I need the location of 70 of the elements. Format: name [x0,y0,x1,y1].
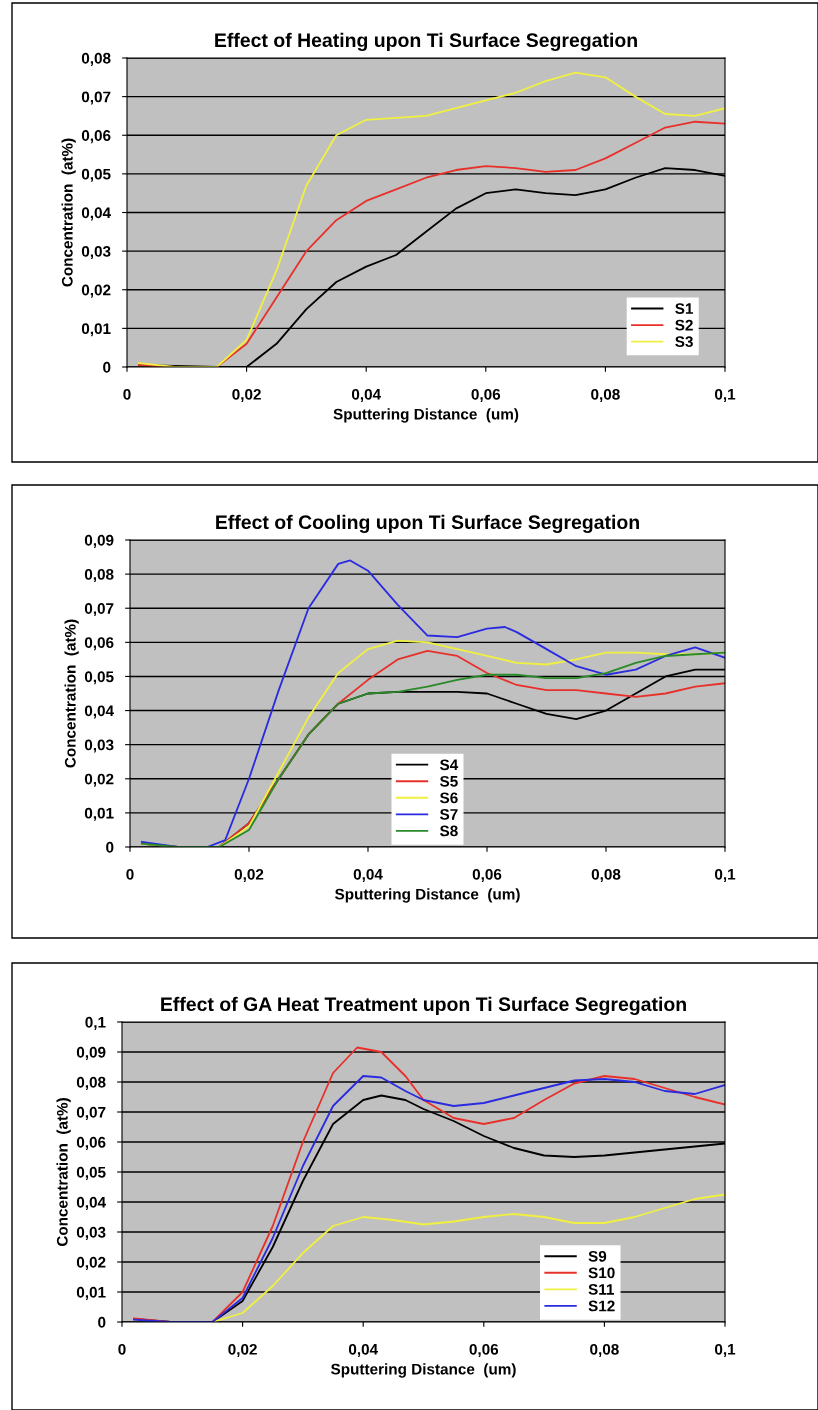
legend-label: S4 [439,759,459,771]
y-axis-title: Concentration (at%) [56,1098,71,1247]
legend-label: S9 [588,1250,607,1262]
y-tick-label: 0,09 [76,1046,106,1060]
y-tick-label: 0,05 [76,1166,106,1180]
x-tick-label: 0,1 [714,388,736,402]
legend-label: S10 [588,1267,615,1279]
x-tick-label: 0,04 [348,1343,378,1357]
y-tick-label: 0,08 [76,1076,106,1090]
y-tick-label: 0 [103,361,111,373]
y-tick-label: 0,03 [76,1226,106,1240]
x-tick-label: 0 [126,868,134,880]
legend-label: S6 [439,792,458,804]
legend-label: S5 [439,775,458,787]
legend-label: S11 [588,1283,614,1295]
y-tick-label: 0,04 [84,705,114,719]
x-tick-label: 0,02 [234,868,264,882]
x-tick-label: 0,06 [472,868,502,882]
y-tick-label: 0,01 [76,1286,106,1300]
y-tick-label: 0,06 [76,1136,106,1150]
y-tick-label: 0 [98,1316,106,1328]
x-tick-label: 0,02 [232,388,261,402]
x-tick-label: 0,04 [351,388,381,402]
y-axis-title: Concentration (at%) [64,619,79,768]
chart-title: Effect of Heating upon Ti Surface Segregation [215,32,637,52]
y-tick-label: 0,02 [81,284,111,298]
y-tick-label: 0,01 [84,807,114,821]
x-axis-title: Sputtering Distance (um) [333,408,519,423]
x-tick-label: 0 [118,1343,126,1355]
y-tick-label: 0,04 [76,1196,106,1210]
x-tick-label: 0,08 [591,868,621,882]
legend-label: S12 [588,1300,615,1312]
legend-label: S3 [675,336,693,348]
y-tick-label: 0,06 [84,637,114,651]
chart-title: Effect of GA Heat Treatment upon Ti Surface Segregation [161,996,686,1016]
chart-title: Effect of Cooling upon Ti Surface Segregation [216,514,639,534]
x-tick-label: 0,02 [228,1343,257,1357]
x-axis-title: Sputtering Distance (um) [331,1363,516,1378]
legend-label: S7 [439,808,458,820]
x-tick-label: 0,06 [469,1343,499,1357]
y-tick-label: 0,09 [84,534,114,548]
y-axis-title: Concentration (at%) [61,138,76,287]
x-tick-label: 0,08 [591,388,620,402]
y-tick-label: 0,07 [76,1106,106,1120]
y-tick-label: 0,01 [81,323,111,337]
y-tick-label: 0,06 [81,130,111,144]
x-tick-label: 0 [123,388,131,400]
x-tick-label: 0,04 [353,868,383,882]
y-tick-label: 0,1 [85,1016,106,1030]
x-tick-label: 0,1 [714,1343,736,1357]
y-tick-label: 0,05 [81,168,111,182]
x-tick-label: 0,1 [714,868,736,882]
y-tick-label: 0,07 [84,603,114,617]
legend-label: S2 [675,319,693,331]
legend-label: S8 [439,825,458,837]
y-tick-label: 0,07 [81,91,111,105]
line-series [140,559,725,847]
x-axis-title: Sputtering Distance (um) [335,888,520,903]
legend-label: S1 [675,303,694,314]
y-tick-label: 0,02 [76,1256,106,1270]
x-tick-label: 0,08 [590,1343,619,1357]
y-tick-label: 0,03 [81,245,111,260]
y-tick-label: 0,02 [84,773,114,787]
y-tick-label: 0,03 [84,739,114,753]
y-tick-label: 0,04 [81,207,111,221]
x-tick-label: 0,06 [471,388,501,402]
y-tick-label: 0 [106,841,114,853]
y-tick-label: 0,08 [84,568,114,583]
y-tick-label: 0,08 [81,52,111,66]
y-tick-label: 0,05 [84,671,114,685]
